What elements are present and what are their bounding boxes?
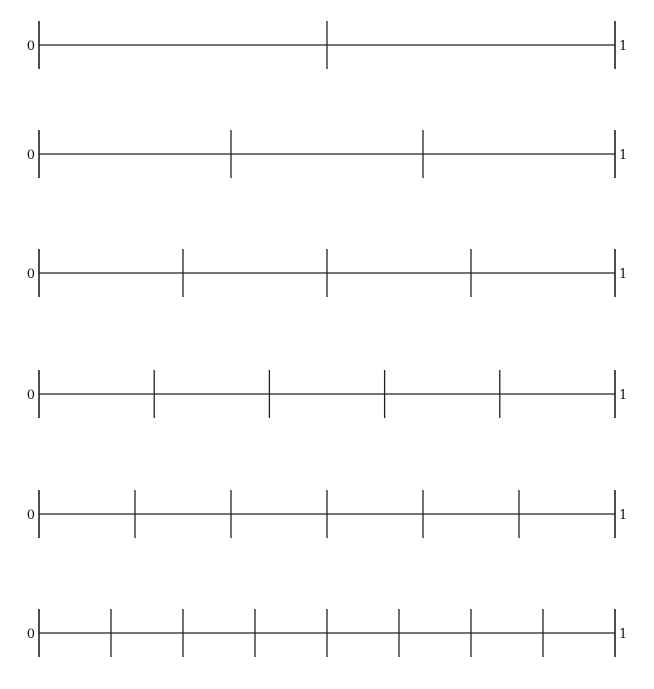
start-label: 0 bbox=[27, 267, 35, 282]
start-label: 0 bbox=[27, 388, 35, 403]
end-label: 1 bbox=[619, 267, 627, 282]
end-label: 1 bbox=[619, 148, 627, 163]
start-label: 0 bbox=[27, 627, 35, 642]
start-label: 0 bbox=[27, 148, 35, 163]
end-label: 1 bbox=[619, 627, 627, 642]
start-label: 0 bbox=[27, 39, 35, 54]
end-label: 1 bbox=[619, 388, 627, 403]
start-label: 0 bbox=[27, 508, 35, 523]
end-label: 1 bbox=[619, 508, 627, 523]
end-label: 1 bbox=[619, 39, 627, 54]
